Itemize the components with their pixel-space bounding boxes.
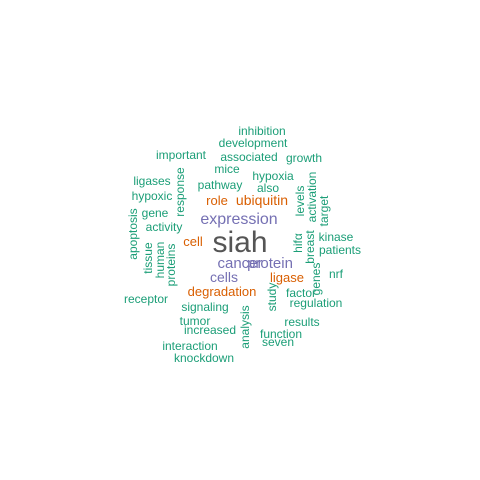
word-cells: cells bbox=[210, 269, 238, 285]
word-tissue: tissue bbox=[141, 242, 155, 274]
word-expression: expression bbox=[200, 211, 277, 228]
word-cell: cell bbox=[183, 234, 203, 249]
word-kinase: kinase bbox=[319, 230, 354, 244]
word-apoptosis: apoptosis bbox=[126, 208, 140, 259]
word-cancer: cancer bbox=[217, 255, 262, 272]
word-seven: seven bbox=[262, 335, 294, 349]
word-receptor: receptor bbox=[124, 292, 168, 306]
word-human: human bbox=[153, 242, 167, 279]
word-tumor: tumor bbox=[180, 314, 211, 328]
word-regulation: regulation bbox=[290, 296, 343, 310]
word-response: response bbox=[173, 167, 187, 217]
word-ubiquitin: ubiquitin bbox=[236, 192, 288, 208]
word-results: results bbox=[284, 315, 319, 329]
word-important: important bbox=[156, 148, 207, 162]
word-activation: activation bbox=[305, 172, 319, 223]
word-growth: growth bbox=[286, 151, 322, 165]
word-study: study bbox=[265, 283, 279, 312]
word-hypoxic: hypoxic bbox=[132, 189, 173, 203]
word-interaction: interaction bbox=[162, 339, 217, 353]
word-pathway: pathway bbox=[198, 178, 243, 192]
word-nrf: nrf bbox=[329, 267, 344, 281]
word-hifα: hifα bbox=[291, 233, 305, 253]
word-ligases: ligases bbox=[133, 174, 170, 188]
word-patients: patients bbox=[319, 243, 361, 257]
word-gene: gene bbox=[142, 206, 169, 220]
word-activity: activity bbox=[146, 220, 183, 234]
word-target: target bbox=[317, 195, 331, 226]
word-associated: associated bbox=[220, 150, 277, 164]
word-development: development bbox=[219, 136, 288, 150]
word-breast: breast bbox=[303, 230, 317, 264]
word-knockdown: knockdown bbox=[174, 351, 234, 365]
word-ligase: ligase bbox=[270, 270, 304, 285]
word-levels: levels bbox=[293, 186, 307, 217]
word-factor: factor bbox=[286, 286, 316, 300]
word-mice: mice bbox=[214, 162, 240, 176]
word-proteins: proteins bbox=[164, 244, 178, 287]
word-function: function bbox=[260, 327, 302, 341]
word-analysis: analysis bbox=[238, 305, 252, 348]
word-also: also bbox=[257, 181, 279, 195]
word-hypoxia: hypoxia bbox=[252, 169, 294, 183]
word-signaling: signaling bbox=[181, 300, 228, 314]
word-genes: genes bbox=[309, 263, 323, 296]
word-role: role bbox=[206, 193, 228, 208]
word-protein: protein bbox=[247, 255, 293, 272]
word-siah: siah bbox=[212, 226, 267, 259]
word-degradation: degradation bbox=[188, 284, 257, 299]
word-inhibition: inhibition bbox=[238, 124, 285, 138]
word-increased: increased bbox=[184, 323, 236, 337]
